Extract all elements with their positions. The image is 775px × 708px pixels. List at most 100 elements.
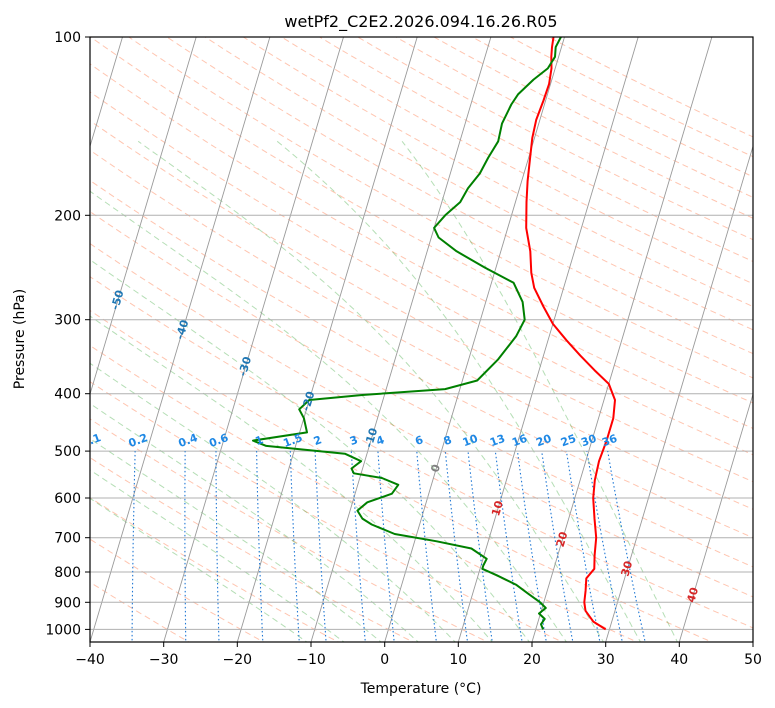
mixing-ratio-line	[184, 451, 187, 642]
isotherm-line	[678, 392, 753, 642]
mixing-ratio-label: 8	[442, 433, 454, 448]
y-tick-label: 100	[54, 30, 81, 46]
y-tick-label: 700	[54, 531, 81, 547]
dry-adiabat-line	[90, 91, 753, 456]
dry-adiabat-line	[204, 37, 753, 331]
x-tick-label: 50	[744, 652, 762, 668]
mixing-ratio-label: 30	[579, 432, 598, 450]
x-tick-label: 10	[449, 652, 467, 668]
y-tick-label: 800	[54, 565, 81, 581]
moist-adiabat-line	[90, 190, 568, 642]
isotherm-label: -40	[173, 318, 191, 341]
isotherm-line	[531, 37, 713, 642]
isotherm-label: 40	[684, 585, 701, 604]
moist-adiabat-line	[90, 469, 345, 642]
x-tick-label: −30	[149, 652, 179, 668]
isotherm-label: 20	[554, 530, 571, 549]
x-tick-label: −40	[75, 652, 105, 668]
mixing-ratio-label: 10	[461, 432, 480, 450]
temperature-profile	[525, 37, 616, 631]
mixing-ratio-label: 1	[253, 433, 265, 448]
y-tick-label: 600	[54, 491, 81, 507]
moist-adiabat-line	[401, 140, 678, 642]
mixing-ratio-label: 0.2	[127, 431, 150, 450]
isotherm-label: -10	[362, 426, 380, 449]
dry-adiabat-line	[90, 120, 753, 483]
moist-adiabat-line	[90, 438, 382, 642]
mixing-ratio-line	[541, 451, 574, 642]
isotherm-line	[457, 37, 639, 642]
moist-adiabat-line	[90, 362, 456, 642]
isotherm-label: 0	[428, 463, 443, 474]
isotherm-line	[163, 37, 344, 642]
mixing-ratio-label: 16	[510, 432, 529, 450]
dry-adiabat-line	[242, 37, 753, 308]
isotherm-line	[384, 37, 565, 642]
x-tick-label: −10	[296, 652, 326, 668]
mixing-ratio-label: 25	[559, 432, 578, 449]
mixing-ratio-label: 36	[600, 432, 619, 450]
dry-adiabat-line	[90, 276, 753, 629]
mixing-ratio-line	[565, 451, 601, 642]
moist-adiabat-line	[137, 140, 605, 642]
sounding-profiles	[252, 37, 616, 631]
x-axis: −40 −30 −20 −10 0 10 20 30 40 50	[75, 642, 762, 668]
x-tick-label: 40	[670, 652, 688, 668]
isotherm-line	[90, 37, 271, 642]
y-tick-label: 300	[54, 313, 81, 329]
mixing-ratio-label: 6	[413, 433, 425, 448]
y-tick-label: 200	[54, 208, 81, 224]
x-tick-label: −20	[223, 652, 253, 668]
isotherm-line	[310, 37, 492, 642]
mixing-ratio-line	[289, 451, 300, 642]
moist-adiabats	[90, 140, 678, 642]
isotherm-line	[90, 37, 123, 148]
moist-adiabat-line	[90, 403, 419, 642]
y-axis: 100 200 300 400 500 600 700 800 900 1000	[45, 30, 90, 638]
x-tick-label: 20	[523, 652, 541, 668]
mixing-ratio-label: 20	[534, 432, 553, 450]
y-tick-label: 500	[54, 444, 81, 460]
isotherm-label: 30	[619, 559, 636, 578]
mixing-ratio-label: 3	[348, 433, 360, 448]
y-tick-label: 1000	[45, 622, 81, 638]
moist-adiabat-line	[90, 259, 531, 642]
isotherm-label: -30	[236, 355, 254, 378]
mixing-ratio-label: 4	[374, 433, 386, 448]
dry-adiabat-line	[127, 37, 753, 379]
mixing-ratio-label: 0.6	[207, 431, 230, 450]
isotherm-lines	[90, 37, 753, 642]
dry-adiabat-line	[90, 381, 564, 642]
mixing-ratio-label: 2	[312, 433, 324, 448]
moist-adiabat-line	[90, 315, 493, 642]
x-tick-label: 0	[380, 652, 389, 668]
mixing-ratio-line	[586, 451, 623, 642]
isotherm-line	[236, 37, 418, 642]
isotherm-label: -50	[108, 288, 126, 311]
moist-adiabat-line	[90, 497, 308, 642]
mixing-ratio-label: 13	[488, 432, 507, 449]
mixing-ratio-line	[256, 451, 264, 642]
dry-adiabat-line	[90, 243, 753, 598]
dry-adiabat-line	[90, 211, 753, 568]
y-axis-label: Pressure (hPa)	[12, 289, 28, 389]
plot-frame	[89, 36, 754, 643]
chart-title: wetPf2_C2E2.2026.094.16.26.R05	[284, 12, 557, 32]
isotherm-label: -20	[299, 389, 317, 412]
isotherm-line	[605, 144, 753, 642]
mixing-ratio-label: 0.4	[177, 431, 200, 450]
y-tick-label: 400	[54, 387, 81, 403]
isotherm-line	[90, 37, 197, 396]
moist-adiabat-line	[276, 140, 642, 642]
x-tick-label: 30	[597, 652, 615, 668]
dewpoint-profile	[252, 37, 562, 630]
mixing-ratio-label: 1.5	[282, 431, 305, 450]
mixing-ratio-line	[215, 451, 220, 642]
mixing-ratio-labels: 0.1 0.2 0.4 0.6 1 1.5 2 3 4 6 8 10 13 16 20 25 30 36	[90, 431, 619, 450]
x-axis-label: Temperature (°C)	[360, 681, 482, 697]
mixing-ratio-line	[131, 451, 136, 642]
y-tick-label: 900	[54, 595, 81, 611]
